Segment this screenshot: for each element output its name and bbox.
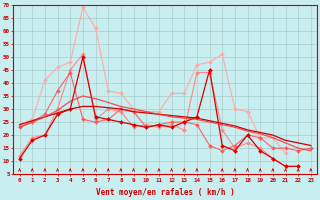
X-axis label: Vent moyen/en rafales ( km/h ): Vent moyen/en rafales ( km/h ) xyxy=(96,188,235,197)
